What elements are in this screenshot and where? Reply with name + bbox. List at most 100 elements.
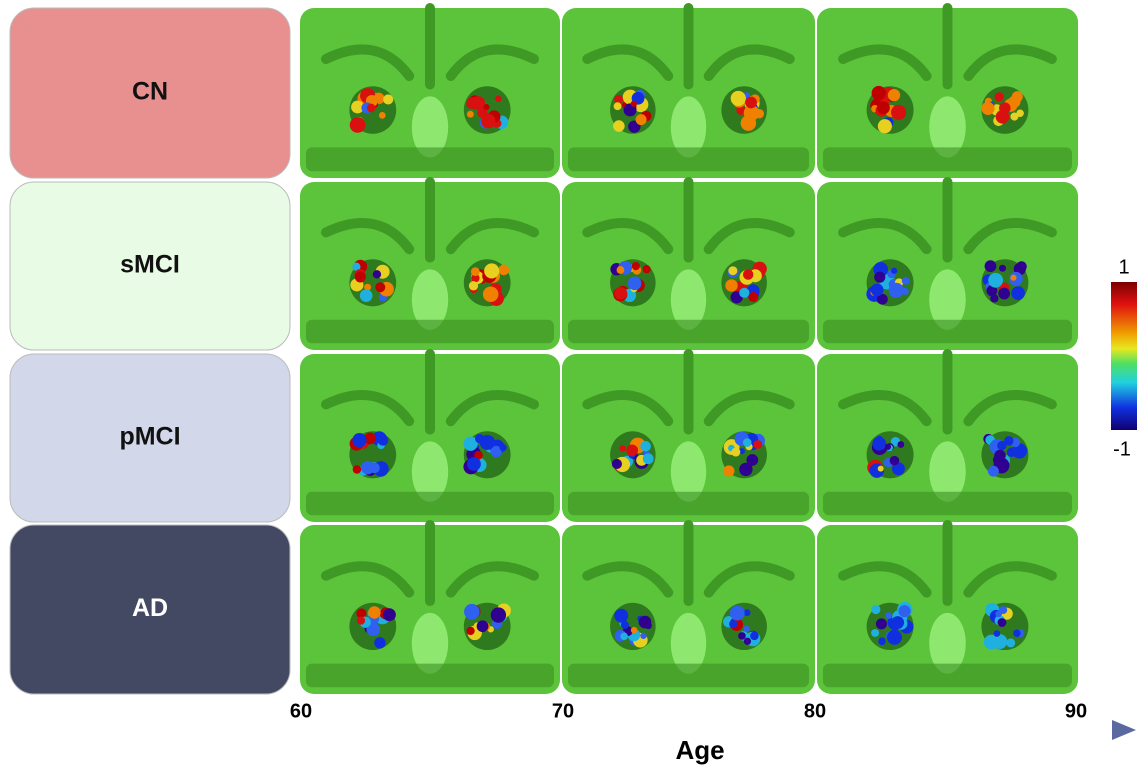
activation-blob (642, 265, 651, 274)
activation-blob (887, 88, 901, 102)
activation-blob (739, 287, 750, 298)
activation-blob (377, 434, 389, 446)
activation-blob (466, 626, 475, 636)
activation-blob (359, 289, 373, 302)
activation-blob (1010, 274, 1017, 281)
activation-blob (877, 465, 884, 472)
activation-blob (986, 285, 998, 297)
brain-slice (817, 349, 1078, 522)
group-label: pMCI (119, 423, 180, 451)
brain-slice (300, 177, 560, 350)
activation-blob (728, 266, 738, 276)
slice-structure (321, 520, 539, 607)
slice-bottom (823, 319, 1072, 344)
activation-blob (871, 85, 886, 101)
activation-blob (498, 264, 510, 276)
slice-bottom (568, 491, 809, 516)
activation-blob (383, 94, 394, 105)
activation-blob (874, 271, 886, 283)
activation-blob (885, 612, 893, 620)
activation-blob (746, 454, 759, 466)
slice-bottom (306, 319, 554, 344)
activation-blob (886, 629, 903, 645)
activation-blob (463, 436, 478, 451)
slice-structure (411, 612, 449, 674)
activation-blob (369, 462, 380, 474)
activation-blob (877, 119, 892, 134)
activation-blob (877, 293, 888, 305)
slice-structure (582, 520, 795, 607)
activation-blob (631, 261, 640, 271)
activation-blob (614, 94, 624, 104)
slice-structure (838, 177, 1057, 263)
activation-blob (484, 263, 500, 279)
arrow-head (1112, 720, 1136, 740)
activation-blob (878, 637, 886, 646)
activation-blob (356, 616, 366, 625)
slice-bottom (823, 491, 1072, 516)
activation-blob (464, 603, 480, 620)
age-tick: 60 (290, 700, 312, 722)
slice-structure (321, 349, 539, 435)
activation-blob (614, 608, 629, 623)
slice-bottom (568, 147, 809, 172)
slice-structure (411, 441, 449, 502)
activation-blob (998, 287, 1011, 300)
activation-blob (891, 462, 905, 476)
activation-blob (988, 272, 1004, 288)
activation-blob (470, 267, 480, 277)
activation-blob (620, 620, 629, 629)
activation-blob (984, 260, 997, 273)
activation-blob (870, 283, 884, 297)
activation-blob (352, 465, 362, 474)
activation-blob (620, 632, 628, 641)
activation-blob (891, 267, 898, 274)
slice-structure (582, 3, 795, 90)
activation-blob (891, 616, 905, 629)
activation-blob (611, 458, 622, 470)
slice-structure (929, 441, 966, 502)
activation-blob (483, 104, 490, 111)
activation-blob (997, 440, 1007, 451)
activation-blob (723, 465, 735, 477)
activation-blob (993, 630, 1001, 637)
slice-bottom (568, 319, 809, 344)
activation-blob (898, 605, 911, 618)
activation-blob (619, 445, 626, 452)
activation-blob (1011, 286, 1025, 300)
activation-blob (999, 264, 1007, 272)
activation-blob (745, 96, 757, 109)
activation-blob (364, 432, 376, 445)
activation-blob (730, 90, 746, 107)
activation-blob (1006, 638, 1016, 648)
group-label: CN (132, 78, 168, 106)
slice-structure (838, 520, 1057, 607)
slice-bottom (306, 491, 554, 516)
activation-blob (644, 622, 652, 630)
slice-structure (838, 349, 1057, 435)
activation-blob (750, 631, 759, 641)
activation-blob (630, 100, 637, 107)
colorbar-min: -1 (1113, 438, 1131, 460)
activation-blob (897, 441, 905, 448)
activation-blob (1016, 109, 1024, 117)
activation-blob (499, 444, 507, 452)
activation-blob (743, 625, 750, 632)
activation-blob (352, 262, 361, 271)
activation-blob (375, 282, 386, 293)
slice-bottom (306, 663, 554, 688)
activation-blob (352, 433, 367, 448)
activation-blob (366, 622, 381, 637)
activation-blob (642, 453, 654, 465)
activation-blob (999, 606, 1008, 615)
activation-blob (349, 117, 366, 133)
activation-blob (378, 111, 386, 119)
activation-blob (871, 604, 881, 615)
activation-blob (635, 114, 647, 126)
brain-slice (562, 177, 815, 350)
activation-blob (889, 455, 900, 466)
brain-slice (300, 3, 560, 178)
activation-blob (731, 447, 741, 457)
slice-structure (670, 269, 707, 330)
